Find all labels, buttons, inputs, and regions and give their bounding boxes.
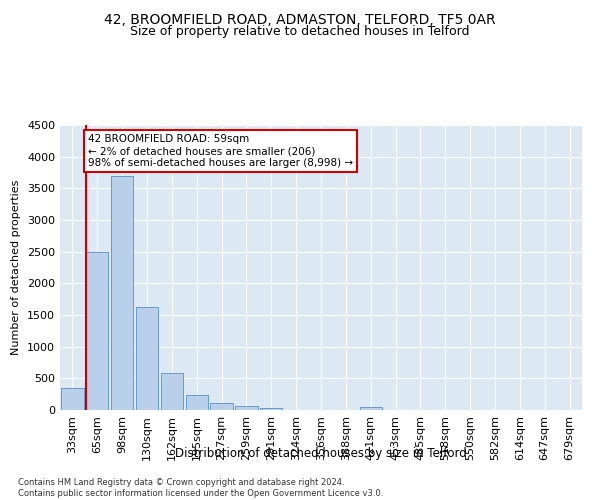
Y-axis label: Number of detached properties: Number of detached properties xyxy=(11,180,22,355)
Bar xyxy=(86,252,109,410)
Bar xyxy=(235,406,257,410)
Bar xyxy=(260,408,283,410)
Text: Size of property relative to detached houses in Telford: Size of property relative to detached ho… xyxy=(130,25,470,38)
Bar xyxy=(61,388,83,410)
Bar xyxy=(185,396,208,410)
Text: Distribution of detached houses by size in Telford: Distribution of detached houses by size … xyxy=(175,448,467,460)
Bar xyxy=(111,176,133,410)
Text: Contains HM Land Registry data © Crown copyright and database right 2024.
Contai: Contains HM Land Registry data © Crown c… xyxy=(18,478,383,498)
Text: 42, BROOMFIELD ROAD, ADMASTON, TELFORD, TF5 0AR: 42, BROOMFIELD ROAD, ADMASTON, TELFORD, … xyxy=(104,12,496,26)
Bar xyxy=(359,407,382,410)
Bar xyxy=(161,374,183,410)
Bar xyxy=(211,403,233,410)
Text: 42 BROOMFIELD ROAD: 59sqm
← 2% of detached houses are smaller (206)
98% of semi-: 42 BROOMFIELD ROAD: 59sqm ← 2% of detach… xyxy=(88,134,353,168)
Bar xyxy=(136,307,158,410)
